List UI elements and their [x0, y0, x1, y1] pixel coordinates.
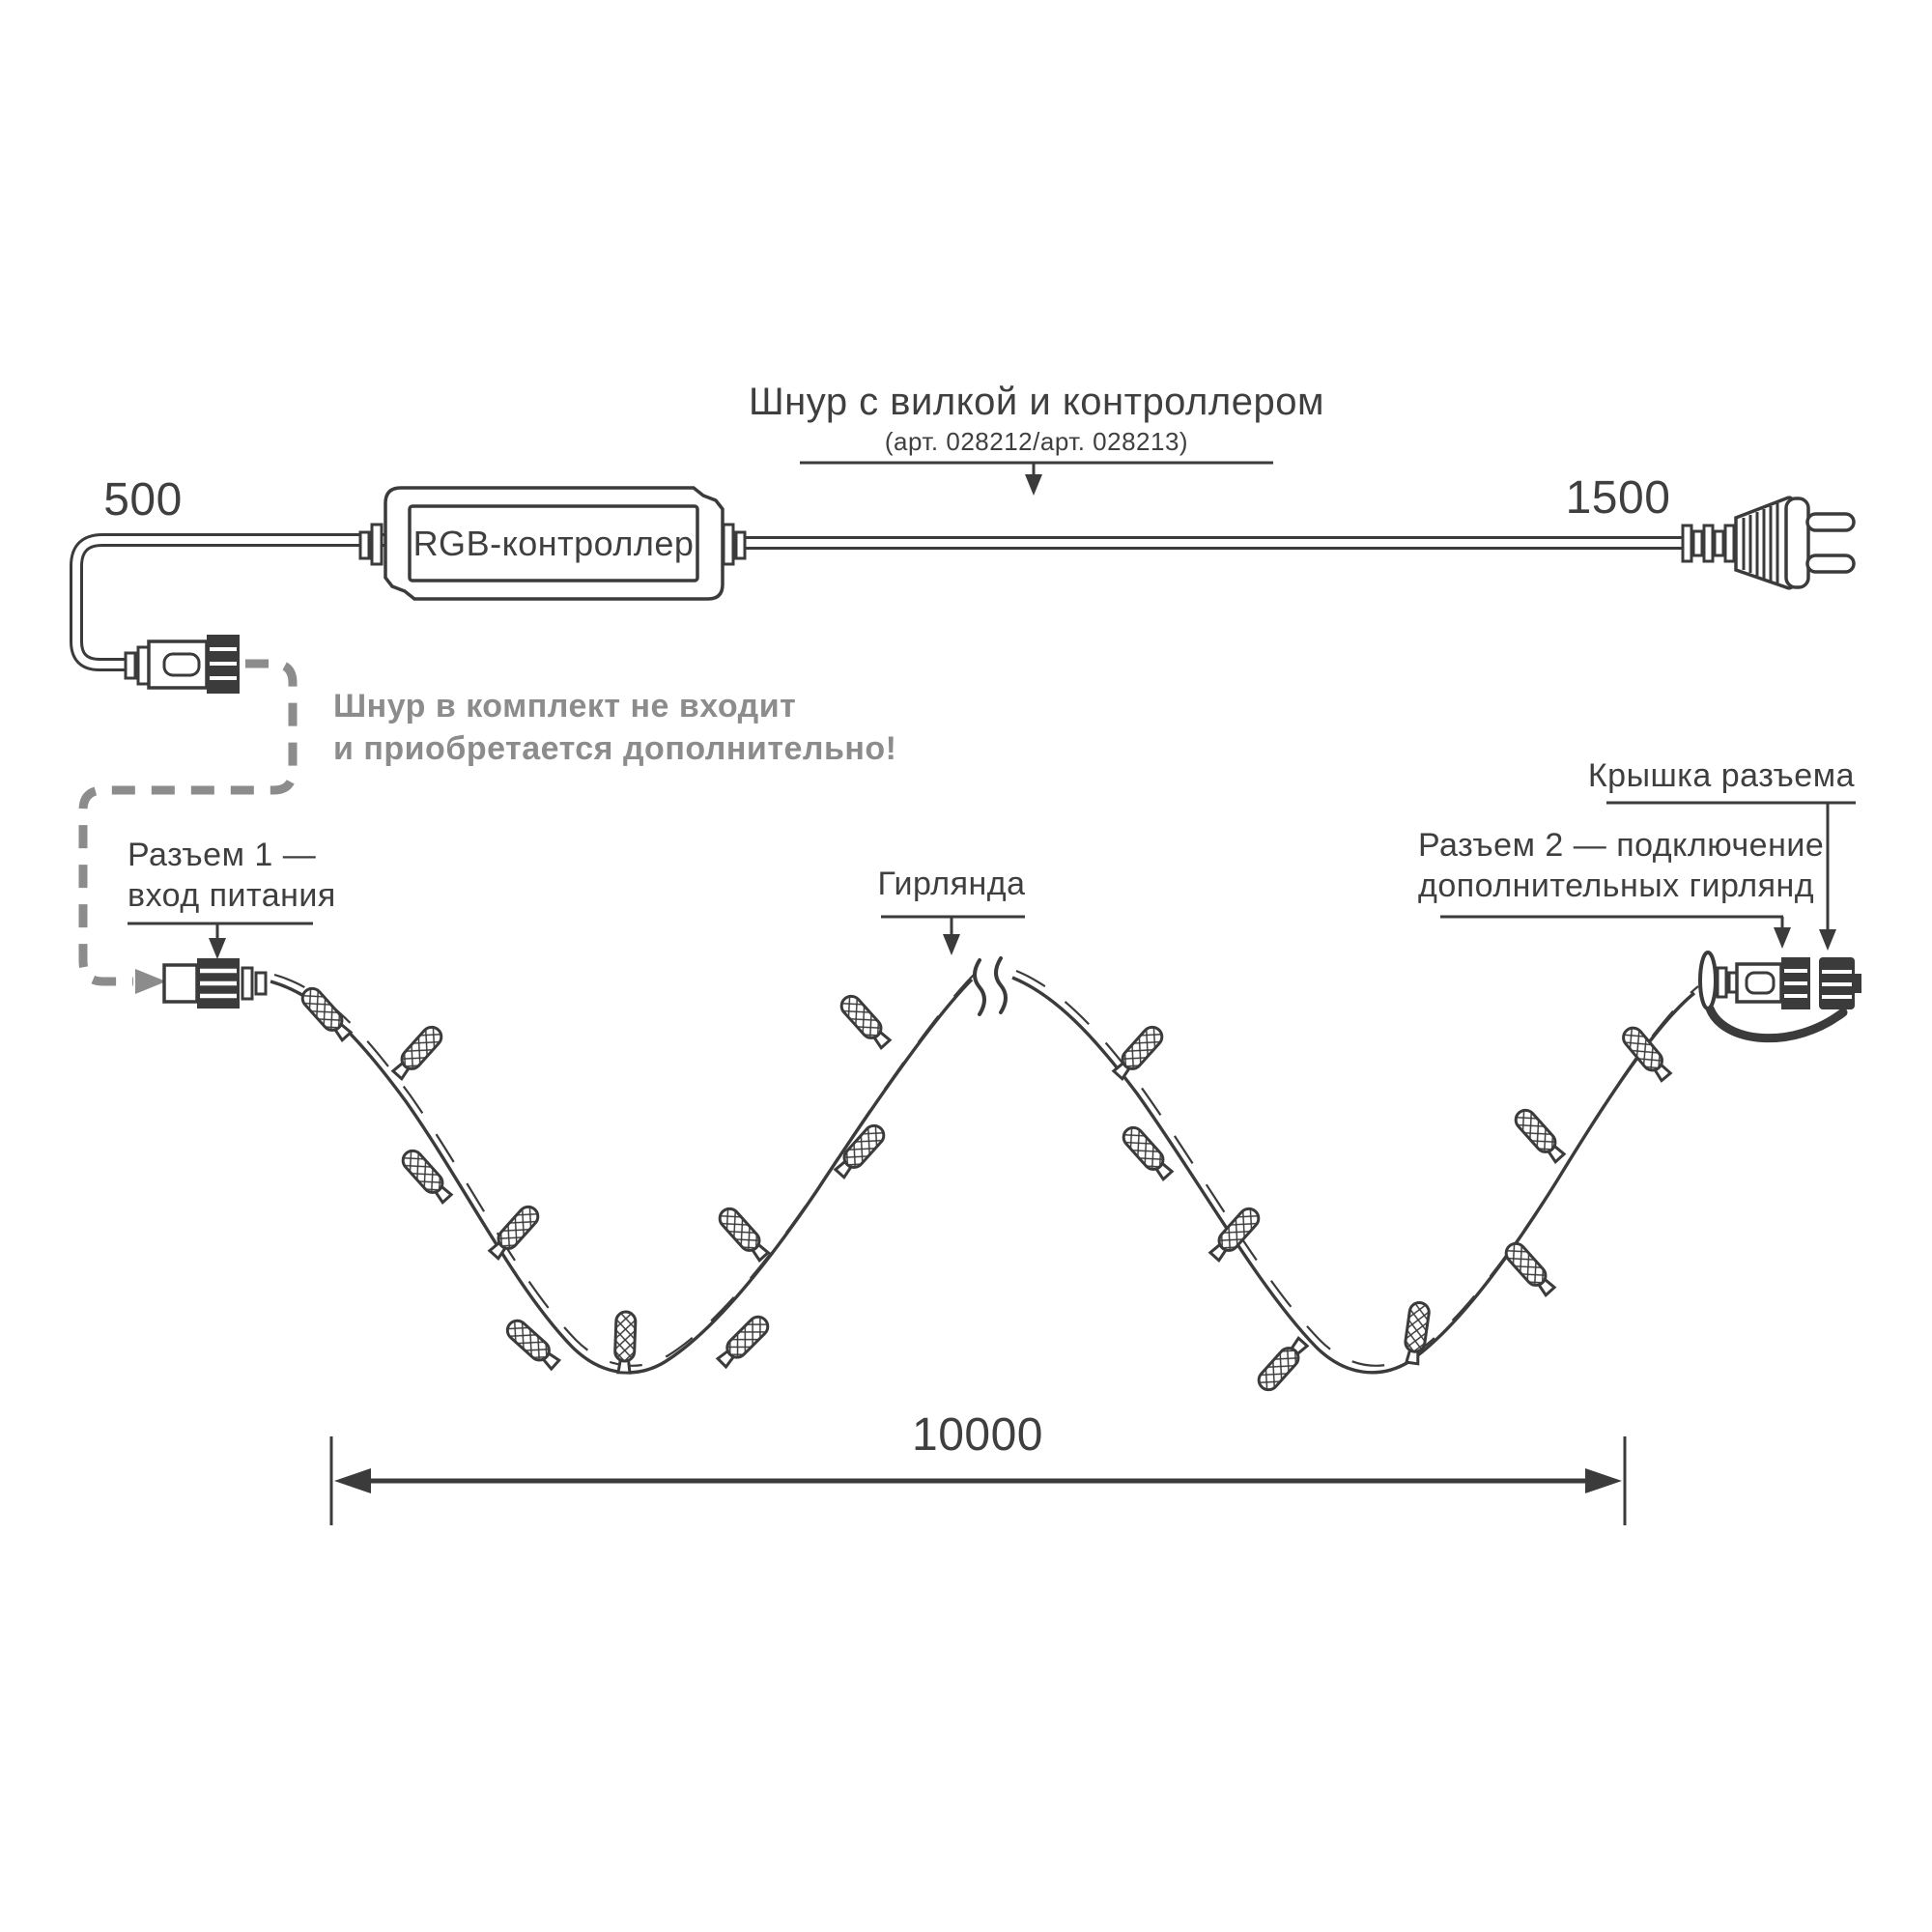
connector1-label-line1: Разъем 1 — [128, 837, 317, 873]
diagram-title: Шнур с вилкой и контроллером [749, 381, 1324, 423]
led-bulb-icon [1109, 1021, 1168, 1083]
led-bulb-icon [1510, 1104, 1569, 1166]
led-bulb-icon [1253, 1334, 1312, 1396]
note-line-2: и приобретается дополнительно! [333, 730, 897, 767]
rgb-controller-icon [358, 486, 747, 601]
led-bulbs [297, 982, 1675, 1396]
break-mark [973, 956, 1008, 1016]
power-cable-left [70, 533, 386, 671]
dimension-1500: 1500 [1565, 472, 1671, 524]
waterproof-connector-icon [1781, 957, 1810, 1009]
conn1-leader [128, 922, 313, 959]
led-bulb-icon [388, 1021, 447, 1083]
garland-input-connector-icon [162, 958, 268, 1009]
cord-output-connector-icon [124, 635, 240, 694]
connector-cap-icon [1819, 957, 1861, 1009]
plug-strain-relief [1681, 524, 1736, 563]
conn2-leader [1440, 915, 1791, 949]
connector-2-group [1698, 951, 1861, 1043]
led-bulb-icon [297, 982, 355, 1044]
dashed-arrowhead [135, 969, 166, 994]
plug-prong-top [1805, 512, 1856, 532]
garland-wire [270, 956, 1699, 1375]
led-bulb-icon [836, 990, 895, 1052]
cap-tether [1705, 1004, 1848, 1043]
connector1-label-line2: вход питания [128, 877, 336, 914]
led-bulb-icon [1118, 1122, 1177, 1183]
led-bulb-icon [713, 1311, 774, 1372]
note-line-1: Шнур в комплект не входит [333, 688, 797, 724]
led-bulb-icon [1401, 1299, 1433, 1366]
dimension-10000: 10000 [912, 1409, 1043, 1461]
led-bulb-icon [831, 1120, 890, 1181]
led-bulb-icon [1500, 1237, 1559, 1299]
dimension-500: 500 [103, 474, 183, 526]
dimension-line [329, 1436, 1627, 1525]
connector2-label-line1: Разъем 2 — подключение [1418, 827, 1825, 864]
led-bulb-icon [397, 1145, 456, 1207]
title-leader [800, 461, 1273, 496]
connector2-label-line2: дополнительных гирлянд [1418, 867, 1815, 904]
power-plug-icon [1681, 496, 1856, 590]
dashed-route [78, 659, 298, 994]
led-bulb-icon [485, 1201, 544, 1263]
plug-prong-bottom [1805, 554, 1856, 574]
plug-ribs [1742, 503, 1779, 583]
diagram-subtitle: (арт. 028212/арт. 028213) [884, 427, 1189, 456]
controller-label: RGB-контроллер [412, 523, 695, 563]
led-bulb-icon [714, 1203, 773, 1264]
cap-leader [1606, 801, 1856, 951]
garland-label: Гирлянда [877, 866, 1026, 902]
cap-label: Крышка разъема [1587, 757, 1855, 794]
garland-leader [881, 915, 1025, 955]
tether-ring [1698, 951, 1718, 1010]
